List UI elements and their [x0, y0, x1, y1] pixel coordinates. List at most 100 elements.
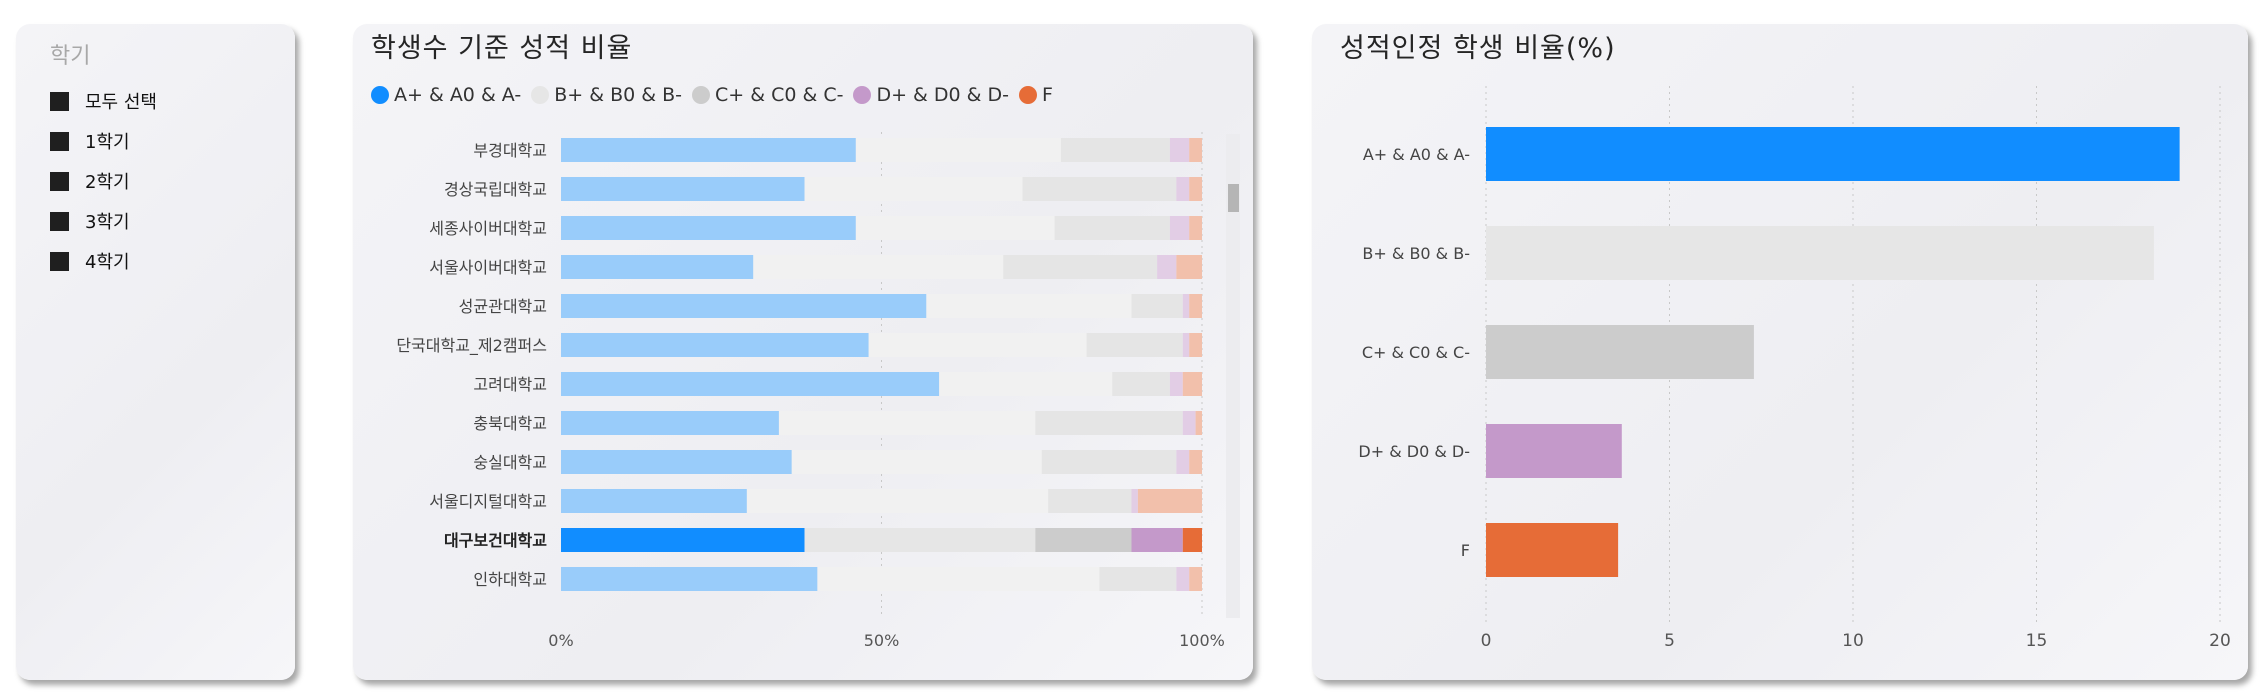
bar-segment	[1195, 411, 1202, 435]
checkbox-icon[interactable]	[50, 131, 69, 151]
legend-label: C+ & C0 & C-	[715, 84, 844, 106]
bar-segment	[778, 411, 1036, 435]
bar-segment	[1086, 333, 1183, 357]
bar-segment	[1189, 138, 1202, 162]
category-label: 부경대학교	[473, 141, 547, 160]
bar-segment	[1189, 177, 1202, 201]
category-label: 서울사이버대학교	[429, 258, 547, 277]
slicer-item-semester-3[interactable]: 3학기	[50, 206, 130, 236]
slicer-item-all[interactable]: 모두 선택	[50, 86, 157, 116]
legend-dot-icon	[853, 86, 872, 104]
bar-segment	[804, 177, 1023, 201]
bar-segment	[561, 489, 747, 513]
grade-recognized-ratio-card: 성적인정 학생 비율(%) 0 5 10 15 20 A+ & A0 & A- B+ & B…	[1312, 24, 2248, 680]
checkbox-icon[interactable]	[50, 171, 69, 191]
bar	[1486, 523, 1619, 577]
bar-segment	[1176, 177, 1190, 201]
bar-segment	[1169, 216, 1190, 240]
legend-dot-icon	[1019, 86, 1038, 104]
category-label: C+ & C0 & C-	[1362, 343, 1470, 362]
legend-dot-icon	[692, 86, 710, 104]
bar-segment	[561, 216, 856, 240]
legend-label: D+ & D0 & D-	[876, 84, 1010, 106]
legend-item-a[interactable]: A+ & A0 & A-	[371, 84, 521, 106]
bar-segment	[1176, 255, 1202, 279]
legend-item-f[interactable]: F	[1019, 84, 1053, 106]
slicer-item-semester-4[interactable]: 4학기	[50, 246, 130, 276]
category-label: A+ & A0 & A-	[1363, 145, 1470, 164]
bar-segment	[1182, 411, 1196, 435]
legend-item-b[interactable]: B+ & B0 & B-	[531, 84, 682, 106]
bar	[1486, 226, 2154, 280]
bar-segment	[926, 294, 1132, 318]
chart-legend: A+ & A0 & A- B+ & B0 & B- C+ & C0 & C- D…	[371, 84, 1063, 106]
x-tick-label: 15	[2026, 631, 2048, 651]
slicer-title: 학기	[50, 44, 91, 69]
bar-segment	[561, 294, 927, 318]
stacked-bar-plot: 부경대학교경상국립대학교세종사이버대학교서울사이버대학교성균관대학교단국대학교_…	[396, 132, 1240, 650]
checkbox-icon[interactable]	[50, 211, 69, 231]
bar-segment	[1131, 489, 1138, 513]
category-label: 성균관대학교	[459, 297, 547, 316]
bar-segment	[939, 372, 1113, 396]
category-label: 인하대학교	[473, 570, 547, 589]
x-tick-label: 0%	[548, 631, 573, 650]
bar-segment	[561, 567, 818, 591]
chart-title: 학생수 기준 성적 비율	[371, 33, 633, 64]
bar-segment	[1035, 411, 1183, 435]
category-label: 서울디지털대학교	[429, 492, 547, 511]
bar-segment	[1189, 450, 1202, 474]
category-label: 단국대학교_제2캠퍼스	[396, 336, 547, 356]
bar-segment	[1182, 294, 1190, 318]
x-tick-label: 0	[1481, 631, 1492, 651]
slicer-item-semester-2[interactable]: 2학기	[50, 166, 130, 196]
bar-segment	[791, 450, 1042, 474]
category-label: 대구보건대학교	[444, 531, 547, 550]
bar-segment	[1189, 294, 1202, 318]
bar-segment	[1182, 372, 1202, 396]
bar-segment	[561, 411, 779, 435]
x-tick-label: 50%	[864, 631, 900, 650]
category-label: B+ & B0 & B-	[1362, 244, 1470, 263]
bar-segment	[561, 450, 792, 474]
bar-segment	[1060, 138, 1170, 162]
chart-title: 성적인정 학생 비율(%)	[1340, 33, 1616, 64]
checkbox-icon[interactable]	[50, 251, 69, 271]
checkbox-icon[interactable]	[50, 91, 69, 111]
scrollbar-thumb[interactable]	[1228, 184, 1239, 212]
category-label: 충북대학교	[473, 414, 547, 433]
slicer-item-label: 2학기	[85, 172, 130, 193]
semester-slicer: 학기 모두 선택 1학기 2학기 3학기 4학기	[16, 24, 295, 680]
bar-segment	[1169, 372, 1183, 396]
legend-dot-icon	[531, 86, 550, 104]
slicer-item-label: 1학기	[85, 132, 130, 153]
bar-segment	[855, 216, 1055, 240]
legend-item-c[interactable]: C+ & C0 & C-	[692, 84, 843, 106]
bar-segment	[1137, 489, 1202, 513]
bar-segment	[746, 489, 1049, 513]
slicer-item-semester-1[interactable]: 1학기	[50, 126, 130, 156]
legend-label: A+ & A0 & A-	[394, 84, 522, 106]
bar	[1486, 424, 1622, 478]
bar-segment	[1131, 528, 1183, 552]
bar-segment	[1041, 450, 1177, 474]
x-tick-label: 100%	[1179, 631, 1225, 650]
bar-segment	[1112, 372, 1170, 396]
bar-segment	[1035, 528, 1132, 552]
bar-segment	[1176, 567, 1190, 591]
category-label: 숭실대학교	[473, 453, 547, 472]
bar-segment	[1182, 528, 1202, 552]
category-label: 고려대학교	[473, 375, 547, 394]
bar-segment	[1189, 333, 1202, 357]
bar-segment	[561, 333, 869, 357]
x-tick-label: 10	[1842, 631, 1864, 651]
bar	[1486, 127, 2180, 181]
bar-segment	[817, 567, 1100, 591]
bar-segment	[804, 528, 1036, 552]
slicer-item-label: 모두 선택	[85, 92, 157, 113]
bar-segment	[1022, 177, 1177, 201]
legend-item-d[interactable]: D+ & D0 & D-	[853, 84, 1009, 106]
legend-label: F	[1042, 84, 1053, 106]
bar-segment	[1169, 138, 1190, 162]
bar-segment	[1182, 333, 1190, 357]
